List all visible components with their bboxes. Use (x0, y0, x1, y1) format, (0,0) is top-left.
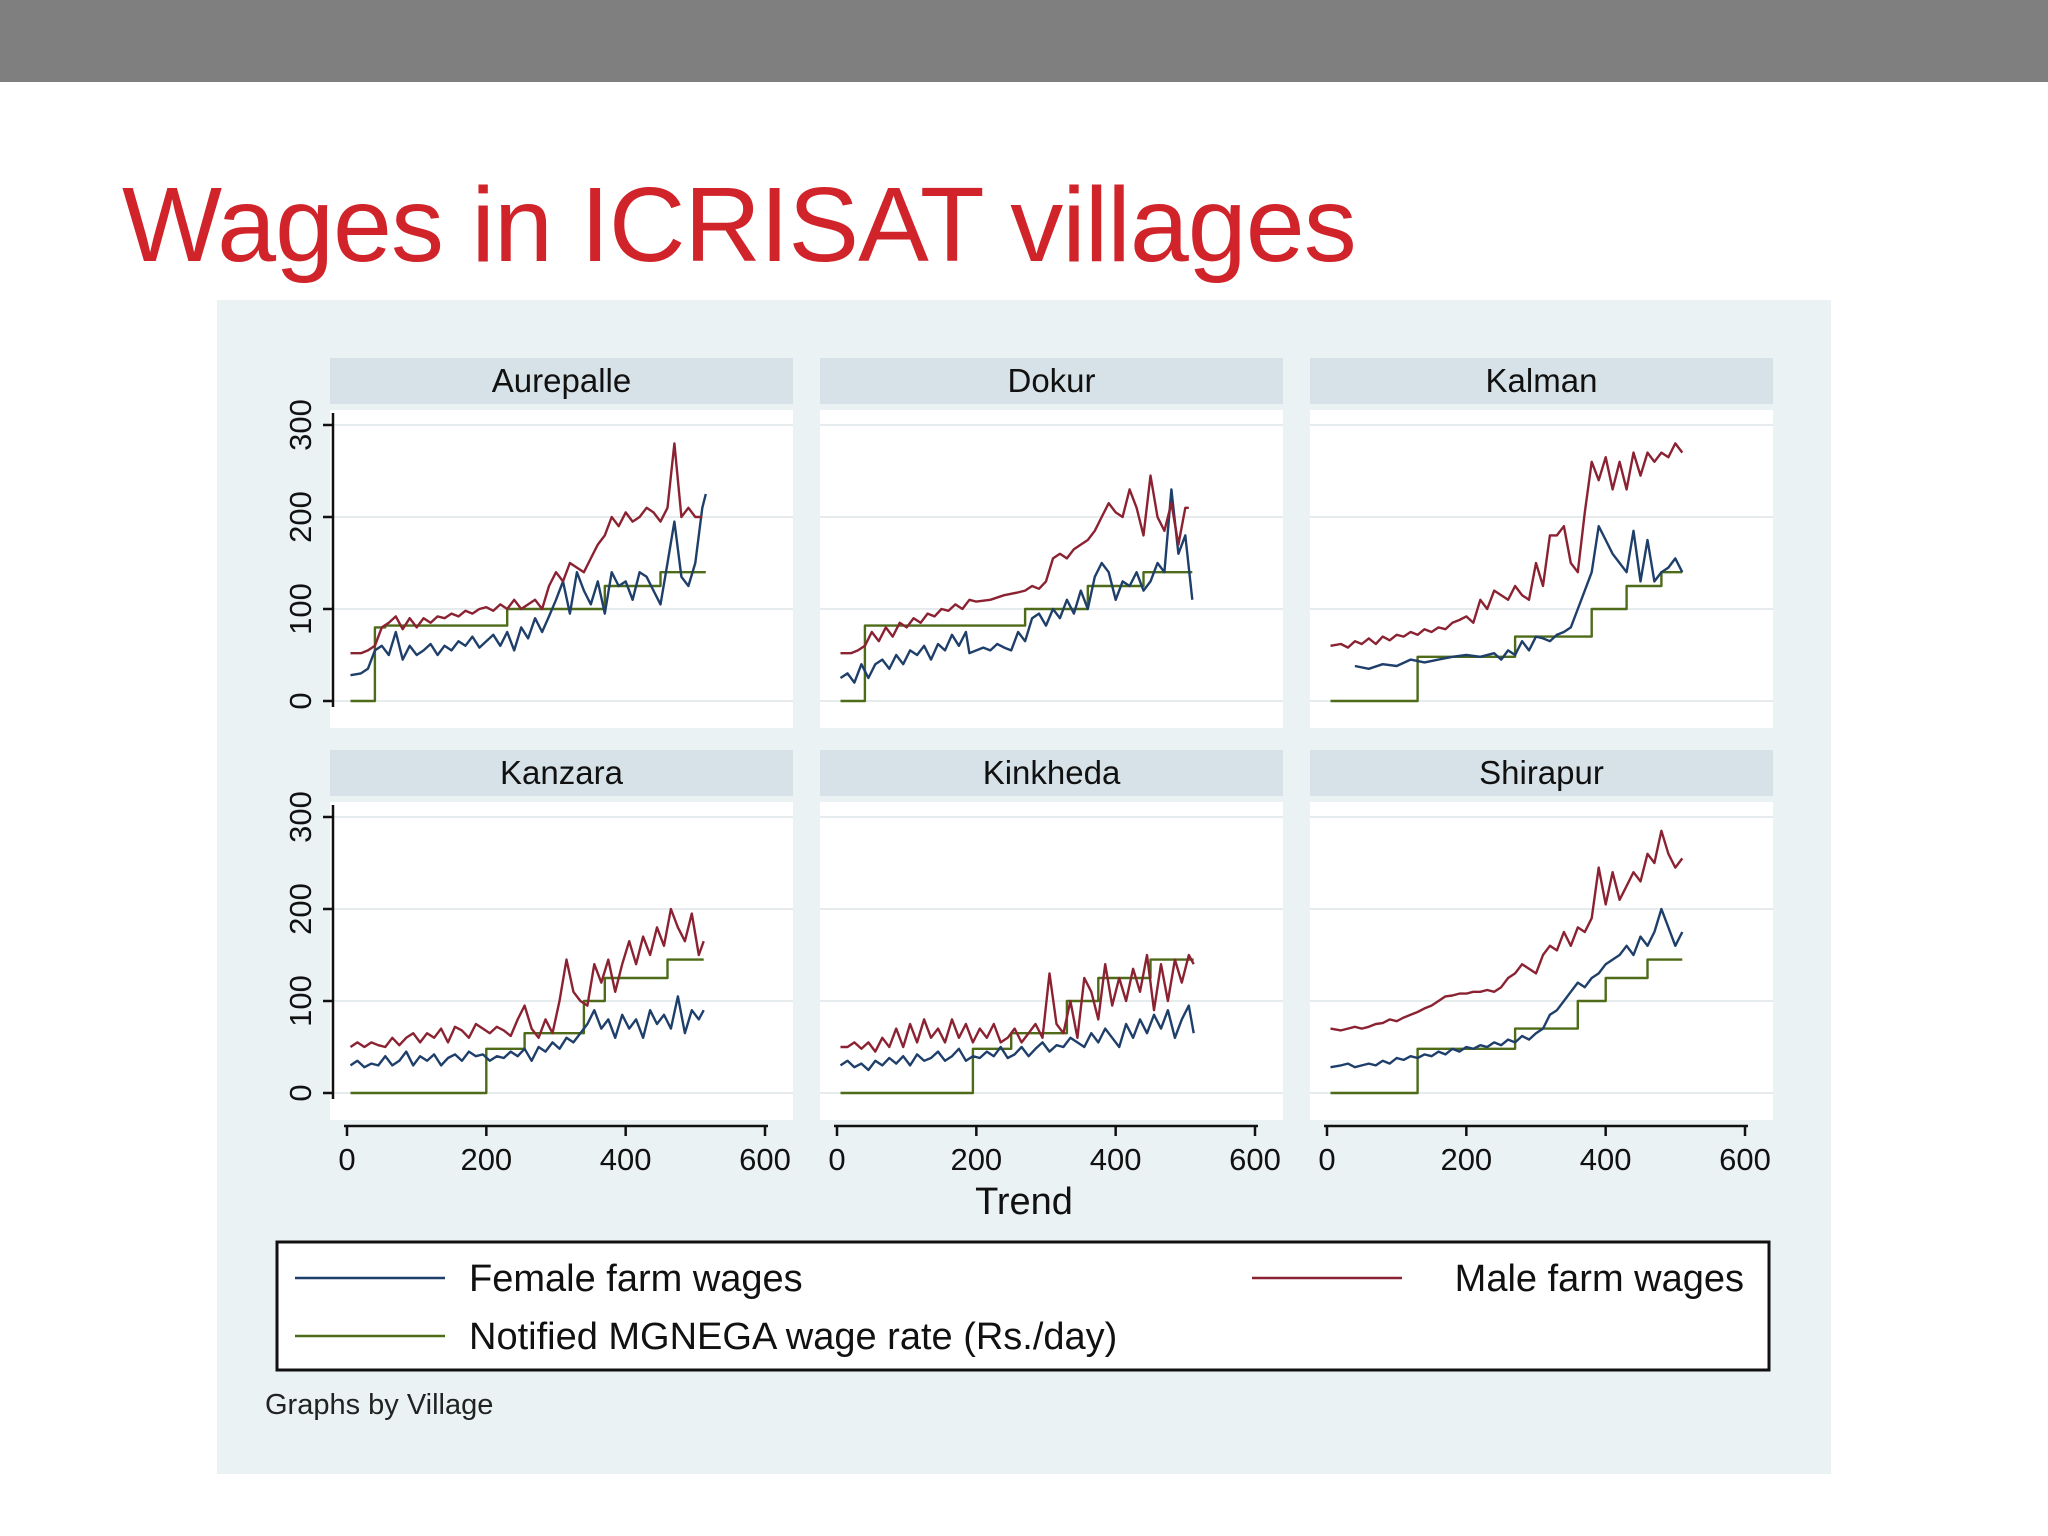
panel-strip (820, 750, 1283, 796)
series-line-female (350, 493, 707, 677)
series-line-female (839, 1004, 1195, 1072)
x-tick-label: 200 (950, 1142, 1002, 1177)
panel-strip (330, 358, 793, 404)
y-tick-label: 0 (283, 692, 318, 709)
panel-title: Kalman (1486, 362, 1598, 399)
series-line-male (349, 907, 705, 1049)
panel-plot-area (330, 802, 793, 1120)
x-tick-label: 200 (460, 1142, 512, 1177)
graphs-by-note: Graphs by Village (265, 1389, 493, 1421)
y-tick-label: 0 (283, 1084, 318, 1101)
y-tick-label: 100 (283, 583, 318, 635)
panel-title: Shirapur (1479, 754, 1604, 791)
x-tick-label: 600 (739, 1142, 791, 1177)
slide-title: Wages in ICRISAT villages (122, 166, 1357, 284)
panel-plot-area (1310, 410, 1773, 728)
slide-header-bar (0, 0, 2048, 82)
series-line-male (840, 474, 1189, 655)
series-line-male (840, 953, 1195, 1053)
panel-plot-area (820, 410, 1283, 728)
series-line-male (1330, 442, 1684, 649)
series-line-male (1330, 829, 1684, 1032)
series-line-female (349, 995, 705, 1069)
panel-plot-area (820, 802, 1283, 1120)
legend-label-mgnrega: Notified MGNEGA wage rate (Rs./day) (469, 1316, 1117, 1358)
panel-strip (1310, 358, 1773, 404)
series-line-male (350, 442, 703, 655)
panel-title: Aurepalle (492, 362, 631, 399)
y-tick-label: 200 (283, 491, 318, 543)
series-line-female (1354, 524, 1684, 670)
series-line-female (1330, 907, 1684, 1069)
x-tick-label: 600 (1719, 1142, 1771, 1177)
chart-figure: Aurepalle 0 100 200 300 Dokur Kalman Kanzara 0 10… (217, 300, 1831, 1474)
panel-strip (330, 750, 793, 796)
series-line-mgnrega (350, 571, 706, 703)
panel-title: Dokur (1007, 362, 1095, 399)
x-tick-label: 600 (1229, 1142, 1281, 1177)
x-tick-label: 0 (338, 1142, 355, 1177)
y-tick-label: 100 (283, 975, 318, 1027)
x-tick-label: 0 (828, 1142, 845, 1177)
y-tick-label: 300 (283, 791, 318, 843)
panel-title: Kinkheda (983, 754, 1121, 791)
panel-strip (820, 358, 1283, 404)
y-tick-label: 300 (283, 399, 318, 451)
series-line-mgnrega (840, 571, 1193, 703)
x-tick-label: 0 (1318, 1142, 1335, 1177)
legend-box (275, 1240, 1771, 1372)
x-tick-label: 400 (1580, 1142, 1632, 1177)
panel-plot-area (330, 410, 793, 728)
series-line-mgnrega (1330, 958, 1683, 1095)
panel-title: Kanzara (500, 754, 624, 791)
panel-strip (1310, 750, 1773, 796)
series-line-mgnrega (1330, 571, 1683, 703)
legend-label-female: Female farm wages (469, 1258, 803, 1300)
x-tick-label: 400 (600, 1142, 652, 1177)
x-axis-title: Trend (975, 1181, 1073, 1223)
legend-label-male: Male farm wages (1455, 1258, 1744, 1300)
y-tick-label: 200 (283, 883, 318, 935)
x-tick-label: 200 (1440, 1142, 1492, 1177)
x-tick-label: 400 (1090, 1142, 1142, 1177)
series-line-female (839, 488, 1194, 684)
wage-chart-svg: Aurepalle 0 100 200 300 Dokur Kalman Kanzara 0 10… (265, 358, 1773, 1421)
